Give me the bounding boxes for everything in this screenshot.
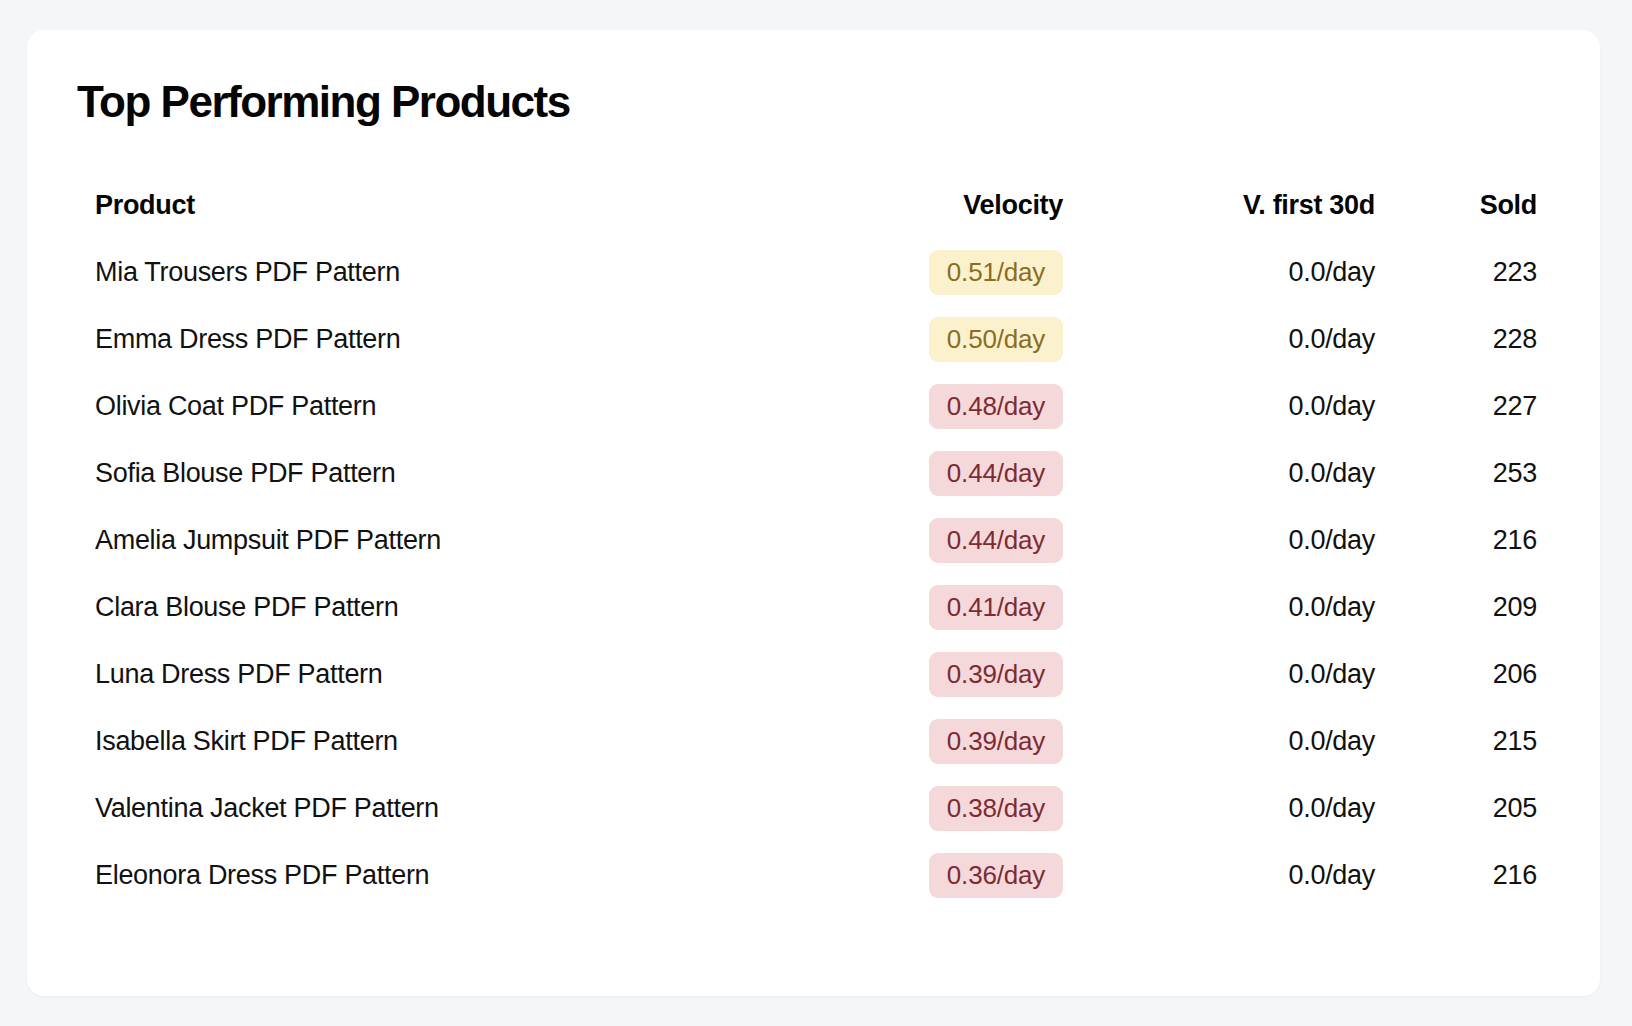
v-first-30d-cell: 0.0/day bbox=[1063, 842, 1375, 909]
velocity-badge: 0.41/day bbox=[929, 585, 1063, 630]
velocity-cell: 0.39/day bbox=[733, 708, 1063, 775]
table-row: Clara Blouse PDF Pattern 0.41/day 0.0/da… bbox=[95, 574, 1537, 641]
sold-cell: 209 bbox=[1375, 574, 1537, 641]
v-first-30d-cell: 0.0/day bbox=[1063, 775, 1375, 842]
table-row: Olivia Coat PDF Pattern 0.48/day 0.0/day… bbox=[95, 373, 1537, 440]
sold-cell: 206 bbox=[1375, 641, 1537, 708]
velocity-badge: 0.44/day bbox=[929, 451, 1063, 496]
product-name-cell: Emma Dress PDF Pattern bbox=[95, 306, 733, 373]
sold-cell: 253 bbox=[1375, 440, 1537, 507]
velocity-badge: 0.50/day bbox=[929, 317, 1063, 362]
v-first-30d-cell: 0.0/day bbox=[1063, 641, 1375, 708]
product-table-body: Mia Trousers PDF Pattern 0.51/day 0.0/da… bbox=[95, 239, 1537, 909]
table-header-row: Product Velocity V. first 30d Sold bbox=[95, 172, 1537, 239]
table-row: Valentina Jacket PDF Pattern 0.38/day 0.… bbox=[95, 775, 1537, 842]
velocity-cell: 0.41/day bbox=[733, 574, 1063, 641]
products-table-container: Product Velocity V. first 30d Sold Mia T… bbox=[77, 172, 1550, 909]
velocity-badge: 0.39/day bbox=[929, 719, 1063, 764]
table-row: Emma Dress PDF Pattern 0.50/day 0.0/day … bbox=[95, 306, 1537, 373]
table-row: Eleonora Dress PDF Pattern 0.36/day 0.0/… bbox=[95, 842, 1537, 909]
v-first-30d-cell: 0.0/day bbox=[1063, 708, 1375, 775]
sold-cell: 227 bbox=[1375, 373, 1537, 440]
product-name-cell: Sofia Blouse PDF Pattern bbox=[95, 440, 733, 507]
v-first-30d-cell: 0.0/day bbox=[1063, 306, 1375, 373]
velocity-badge: 0.38/day bbox=[929, 786, 1063, 831]
products-table: Product Velocity V. first 30d Sold Mia T… bbox=[95, 172, 1537, 909]
product-name-cell: Isabella Skirt PDF Pattern bbox=[95, 708, 733, 775]
product-name-cell: Clara Blouse PDF Pattern bbox=[95, 574, 733, 641]
sold-cell: 228 bbox=[1375, 306, 1537, 373]
product-name-cell: Amelia Jumpsuit PDF Pattern bbox=[95, 507, 733, 574]
v-first-30d-cell: 0.0/day bbox=[1063, 373, 1375, 440]
velocity-badge: 0.36/day bbox=[929, 853, 1063, 898]
column-header-product: Product bbox=[95, 172, 733, 239]
table-row: Sofia Blouse PDF Pattern 0.44/day 0.0/da… bbox=[95, 440, 1537, 507]
product-name-cell: Olivia Coat PDF Pattern bbox=[95, 373, 733, 440]
sold-cell: 216 bbox=[1375, 507, 1537, 574]
column-header-sold: Sold bbox=[1375, 172, 1537, 239]
product-name-cell: Luna Dress PDF Pattern bbox=[95, 641, 733, 708]
top-performing-products-card: Top Performing Products Product Velocity… bbox=[27, 30, 1600, 996]
velocity-badge: 0.44/day bbox=[929, 518, 1063, 563]
v-first-30d-cell: 0.0/day bbox=[1063, 507, 1375, 574]
column-header-v-first-30d: V. first 30d bbox=[1063, 172, 1375, 239]
product-name-cell: Mia Trousers PDF Pattern bbox=[95, 239, 733, 306]
velocity-cell: 0.38/day bbox=[733, 775, 1063, 842]
table-row: Mia Trousers PDF Pattern 0.51/day 0.0/da… bbox=[95, 239, 1537, 306]
velocity-cell: 0.44/day bbox=[733, 440, 1063, 507]
velocity-cell: 0.51/day bbox=[733, 239, 1063, 306]
velocity-badge: 0.39/day bbox=[929, 652, 1063, 697]
velocity-cell: 0.44/day bbox=[733, 507, 1063, 574]
velocity-cell: 0.39/day bbox=[733, 641, 1063, 708]
v-first-30d-cell: 0.0/day bbox=[1063, 440, 1375, 507]
velocity-cell: 0.48/day bbox=[733, 373, 1063, 440]
column-header-velocity: Velocity bbox=[733, 172, 1063, 239]
v-first-30d-cell: 0.0/day bbox=[1063, 574, 1375, 641]
v-first-30d-cell: 0.0/day bbox=[1063, 239, 1375, 306]
sold-cell: 216 bbox=[1375, 842, 1537, 909]
sold-cell: 215 bbox=[1375, 708, 1537, 775]
product-name-cell: Eleonora Dress PDF Pattern bbox=[95, 842, 733, 909]
table-row: Luna Dress PDF Pattern 0.39/day 0.0/day … bbox=[95, 641, 1537, 708]
sold-cell: 223 bbox=[1375, 239, 1537, 306]
velocity-cell: 0.50/day bbox=[733, 306, 1063, 373]
product-name-cell: Valentina Jacket PDF Pattern bbox=[95, 775, 733, 842]
table-row: Isabella Skirt PDF Pattern 0.39/day 0.0/… bbox=[95, 708, 1537, 775]
velocity-cell: 0.36/day bbox=[733, 842, 1063, 909]
page-title: Top Performing Products bbox=[77, 78, 1550, 126]
velocity-badge: 0.51/day bbox=[929, 250, 1063, 295]
table-row: Amelia Jumpsuit PDF Pattern 0.44/day 0.0… bbox=[95, 507, 1537, 574]
velocity-badge: 0.48/day bbox=[929, 384, 1063, 429]
sold-cell: 205 bbox=[1375, 775, 1537, 842]
